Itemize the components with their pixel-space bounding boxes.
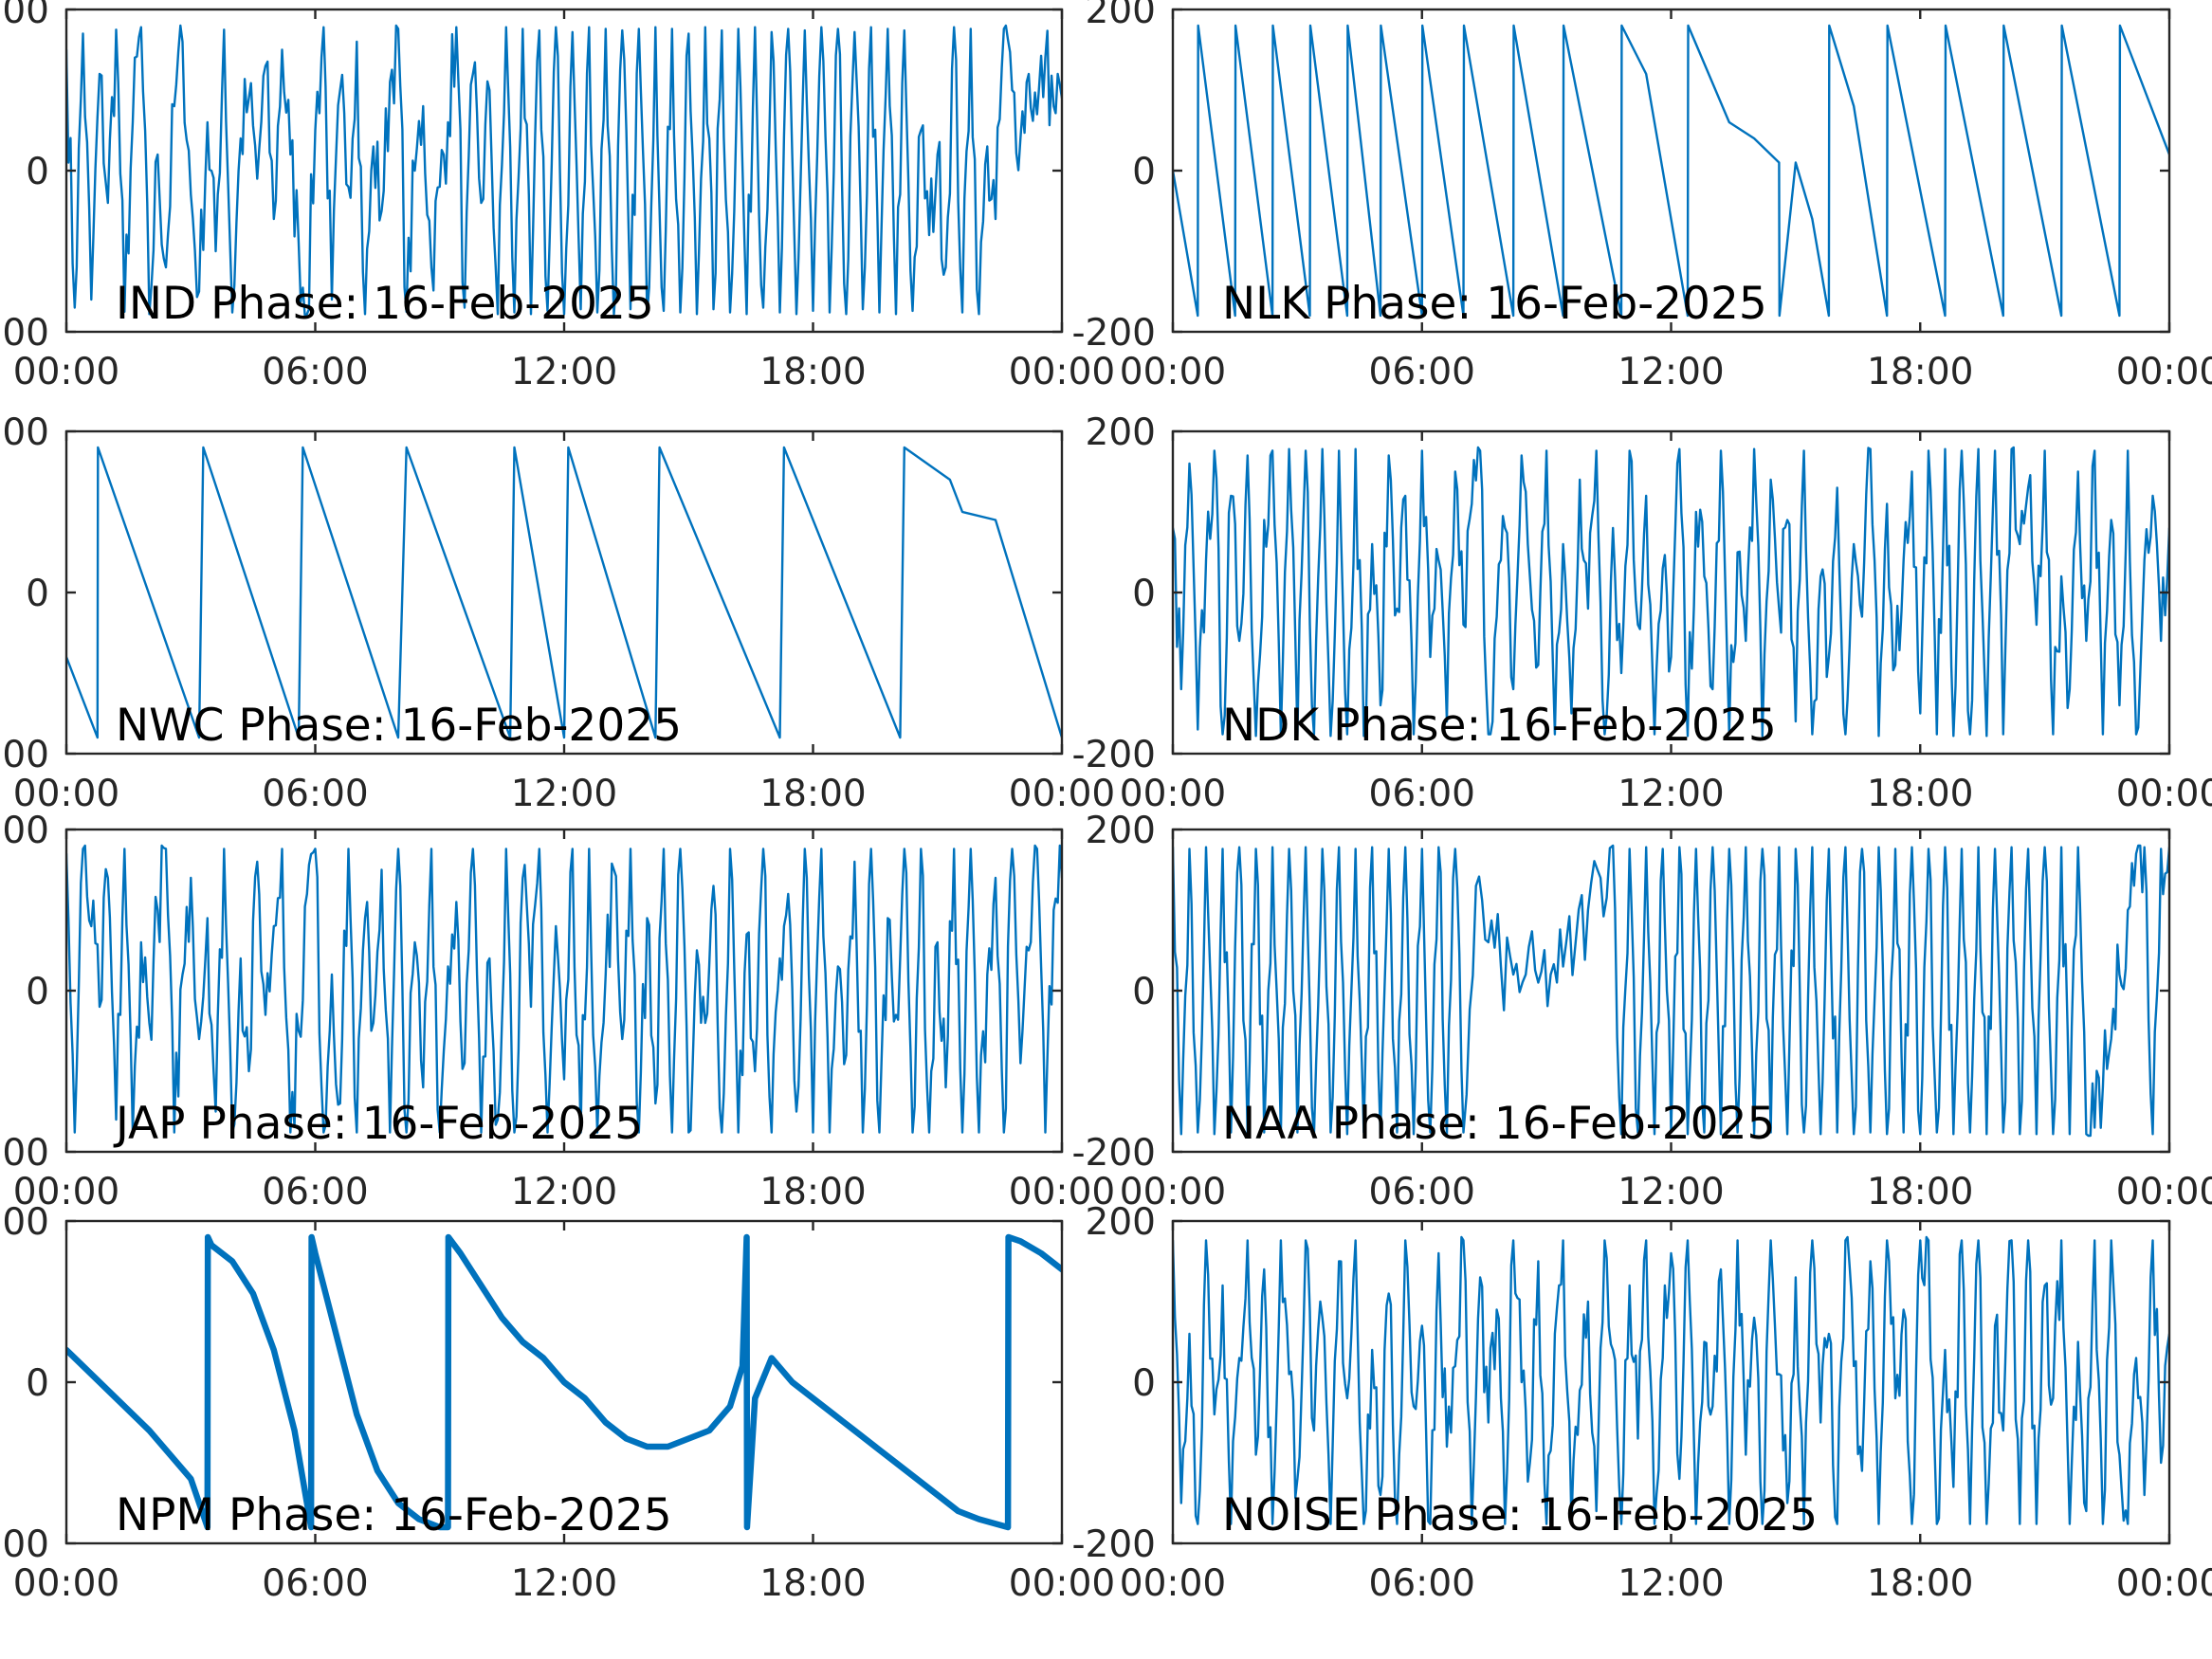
x-tick-label: 00:00	[2116, 351, 2212, 393]
phase-series-line	[1173, 844, 2169, 1138]
panel-title: IND Phase: 16-Feb-2025	[116, 278, 654, 330]
x-tick-label: 18:00	[1867, 1562, 1973, 1605]
y-tick-label: 0	[26, 573, 49, 615]
panel-title: JAP Phase: 16-Feb-2025	[113, 1098, 643, 1150]
x-tick-label: 06:00	[1369, 773, 1475, 815]
x-tick-label: 12:00	[511, 773, 617, 815]
y-tick-label: 200	[0, 810, 49, 852]
y-tick-label: 0	[1132, 971, 1156, 1013]
x-tick-label: 00:00	[13, 1171, 119, 1213]
y-tick-label: -200	[0, 312, 49, 355]
x-tick-label: 12:00	[511, 1171, 617, 1213]
x-tick-label: 00:00	[13, 351, 119, 393]
panel-title: NDK Phase: 16-Feb-2025	[1222, 700, 1777, 752]
x-tick-label: 00:00	[1009, 1171, 1115, 1213]
x-tick-label: 12:00	[1618, 1562, 1724, 1605]
x-tick-label: 06:00	[1369, 351, 1475, 393]
x-tick-label: 00:00	[13, 773, 119, 815]
x-tick-label: 06:00	[1369, 1562, 1475, 1605]
x-tick-label: 00:00	[2116, 1562, 2212, 1605]
x-tick-label: 00:00	[1009, 1562, 1115, 1605]
phase-series-line	[1173, 24, 2169, 318]
y-tick-label: -200	[1071, 312, 1156, 355]
x-tick-label: 18:00	[759, 773, 866, 815]
phase-series-line	[1173, 446, 2169, 738]
x-tick-label: 00:00	[1120, 351, 1226, 393]
y-tick-label: 0	[1132, 151, 1156, 193]
x-tick-label: 18:00	[759, 351, 866, 393]
y-tick-label: 200	[1086, 810, 1156, 852]
panel-title: NLK Phase: 16-Feb-2025	[1222, 278, 1767, 330]
y-tick-label: -200	[0, 734, 49, 776]
y-tick-label: 0	[26, 971, 49, 1013]
x-tick-label: 12:00	[511, 1562, 617, 1605]
y-tick-label: -200	[0, 1523, 49, 1566]
y-tick-label: 200	[1086, 0, 1156, 32]
panel-title: NPM Phase: 16-Feb-2025	[116, 1489, 672, 1541]
x-tick-label: 06:00	[262, 773, 368, 815]
x-tick-label: 06:00	[1369, 1171, 1475, 1213]
y-tick-label: 200	[0, 411, 49, 454]
x-tick-label: 00:00	[1120, 1171, 1226, 1213]
y-tick-label: -200	[1071, 1132, 1156, 1175]
phase-series-line	[1173, 1235, 2169, 1525]
x-tick-label: 00:00	[1009, 351, 1115, 393]
x-tick-label: 00:00	[1009, 773, 1115, 815]
x-tick-label: 06:00	[262, 1562, 368, 1605]
phase-series-line	[66, 844, 1062, 1134]
x-tick-label: 18:00	[759, 1171, 866, 1213]
y-tick-label: 0	[1132, 1362, 1156, 1405]
y-tick-label: 200	[1086, 411, 1156, 454]
y-tick-label: 0	[1132, 573, 1156, 615]
x-tick-label: 18:00	[1867, 1171, 1973, 1213]
x-tick-label: 12:00	[1618, 351, 1724, 393]
phase-series-line	[66, 1233, 1062, 1531]
x-tick-label: 06:00	[262, 351, 368, 393]
phase-series-line	[66, 24, 1062, 318]
x-tick-label: 00:00	[2116, 773, 2212, 815]
x-tick-label: 18:00	[1867, 351, 1973, 393]
panel-title: NOISE Phase: 16-Feb-2025	[1222, 1489, 1818, 1541]
x-tick-label: 12:00	[1618, 773, 1724, 815]
y-tick-label: 0	[26, 151, 49, 193]
x-tick-label: 00:00	[13, 1562, 119, 1605]
x-tick-label: 00:00	[1120, 1562, 1226, 1605]
y-tick-label: -200	[1071, 734, 1156, 776]
x-tick-label: 18:00	[759, 1562, 866, 1605]
y-tick-label: -200	[0, 1132, 49, 1175]
x-tick-label: 18:00	[1867, 773, 1973, 815]
panel-title: NWC Phase: 16-Feb-2025	[116, 700, 682, 752]
x-tick-label: 00:00	[2116, 1171, 2212, 1213]
y-tick-label: 0	[26, 1362, 49, 1405]
y-tick-label: 200	[0, 1201, 49, 1244]
x-tick-label: 12:00	[511, 351, 617, 393]
phase-series-line	[66, 446, 1062, 739]
y-tick-label: 200	[0, 0, 49, 32]
x-tick-label: 12:00	[1618, 1171, 1724, 1213]
x-tick-label: 06:00	[262, 1171, 368, 1213]
x-tick-label: 00:00	[1120, 773, 1226, 815]
panel-title: NAA Phase: 16-Feb-2025	[1222, 1098, 1775, 1150]
y-tick-label: 200	[1086, 1201, 1156, 1244]
y-tick-label: -200	[1071, 1523, 1156, 1566]
